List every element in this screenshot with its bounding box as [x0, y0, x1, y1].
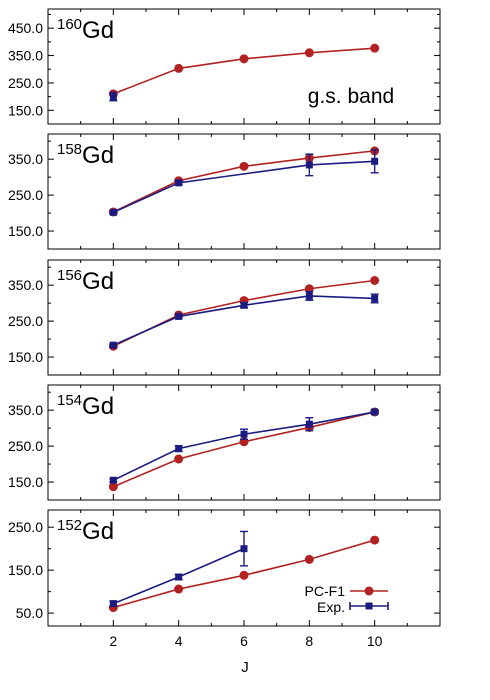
- point-exp: [240, 545, 248, 553]
- point-exp: [109, 93, 117, 101]
- point-pcf1: [174, 63, 184, 73]
- series-line-pcf1: [112, 279, 375, 347]
- legend-marker-pcf1: [364, 586, 374, 596]
- y-tick-label: 250.0: [8, 519, 43, 535]
- y-tick-label: 50.0: [16, 605, 43, 621]
- panel-gd160: 150.0 250.0 350.0 450.0 160Gd: [8, 8, 441, 125]
- nucleus-mass: 156: [57, 267, 82, 284]
- x-axis-title: J: [241, 659, 249, 676]
- panel-gd152: 50.0 150.0 250.0 152Gd 2 4 6 8 10: [8, 509, 441, 649]
- point-exp: [175, 179, 183, 187]
- point-exp: [240, 430, 248, 438]
- point-pcf1: [239, 54, 249, 64]
- point-exp: [371, 157, 379, 165]
- panel-gd154: 150.0 250.0 350.0 154Gd: [8, 384, 441, 501]
- y-tick-label: 250.0: [8, 75, 43, 91]
- nucleus-symbol: Gd: [82, 268, 114, 295]
- y-tick-label: 250.0: [8, 438, 43, 454]
- point-exp: [175, 312, 183, 320]
- nucleus-mass: 158: [57, 141, 82, 158]
- nucleus-label: 154Gd: [57, 392, 114, 420]
- nucleus-label: 158Gd: [57, 141, 114, 169]
- y-tick-label: 150.0: [8, 223, 43, 239]
- series-line-pcf1: [112, 150, 375, 213]
- nucleus-mass: 154: [57, 392, 82, 409]
- band-label: g.s. band: [308, 85, 394, 108]
- y-tick-label: 150.0: [8, 349, 43, 365]
- y-tick-label: 350.0: [8, 151, 43, 167]
- legend-marker-exp: [365, 602, 373, 610]
- x-tick-label: 4: [175, 633, 183, 649]
- point-exp: [305, 161, 313, 169]
- point-exp: [109, 476, 117, 484]
- point-exp: [305, 292, 313, 300]
- nucleus-mass: 152: [57, 517, 82, 534]
- nucleus-symbol: Gd: [82, 518, 114, 545]
- nucleus-symbol: Gd: [82, 17, 114, 44]
- point-pcf1: [370, 275, 380, 285]
- y-tick-label: 150.0: [8, 562, 43, 578]
- point-exp: [240, 301, 248, 309]
- x-tick-label: 2: [109, 633, 117, 649]
- x-tick-label: 8: [305, 633, 313, 649]
- point-exp: [371, 294, 379, 302]
- nucleus-symbol: Gd: [82, 142, 114, 169]
- nucleus-label: 156Gd: [57, 267, 114, 295]
- legend-label-pcf1: PC-F1: [305, 583, 346, 599]
- point-pcf1: [174, 454, 184, 464]
- legend-label-exp: Exp.: [317, 599, 345, 615]
- y-tick-label: 350.0: [8, 402, 43, 418]
- point-pcf1: [108, 482, 118, 492]
- point-exp: [109, 341, 117, 349]
- y-tick-label: 350.0: [8, 277, 43, 293]
- legend: PC-F1 Exp.: [305, 583, 389, 615]
- nucleus-label: 152Gd: [57, 517, 114, 545]
- series-line-pcf1: [113, 411, 375, 488]
- y-tick-label: 350.0: [8, 48, 43, 64]
- point-pcf1: [370, 535, 380, 545]
- nucleus-mass: 160: [57, 16, 82, 33]
- point-exp: [175, 573, 183, 581]
- point-exp: [109, 600, 117, 608]
- series-line-exp: [113, 160, 375, 214]
- y-tick-label: 450.0: [8, 20, 43, 36]
- point-pcf1: [370, 43, 380, 53]
- point-exp: [109, 208, 117, 216]
- y-tick-label: 250.0: [8, 313, 43, 329]
- point-pcf1: [239, 570, 249, 580]
- point-exp: [175, 445, 183, 453]
- panel-gd156: 150.0 250.0 350.0 156Gd: [8, 259, 441, 376]
- x-tick-label: 10: [367, 633, 383, 649]
- panel-gd158: 150.0 250.0 350.0 158Gd: [8, 133, 441, 250]
- x-tick-label: 6: [240, 633, 248, 649]
- y-tick-label: 150.0: [8, 474, 43, 490]
- point-pcf1: [304, 554, 314, 564]
- point-exp: [305, 420, 313, 428]
- nucleus-label: 160Gd: [57, 16, 114, 44]
- point-pcf1: [174, 584, 184, 594]
- y-tick-label: 250.0: [8, 187, 43, 203]
- point-pcf1: [239, 161, 249, 171]
- point-pcf1: [304, 48, 314, 58]
- point-exp: [371, 408, 379, 416]
- nucleus-symbol: Gd: [82, 393, 114, 420]
- y-tick-label: 150.0: [8, 102, 43, 118]
